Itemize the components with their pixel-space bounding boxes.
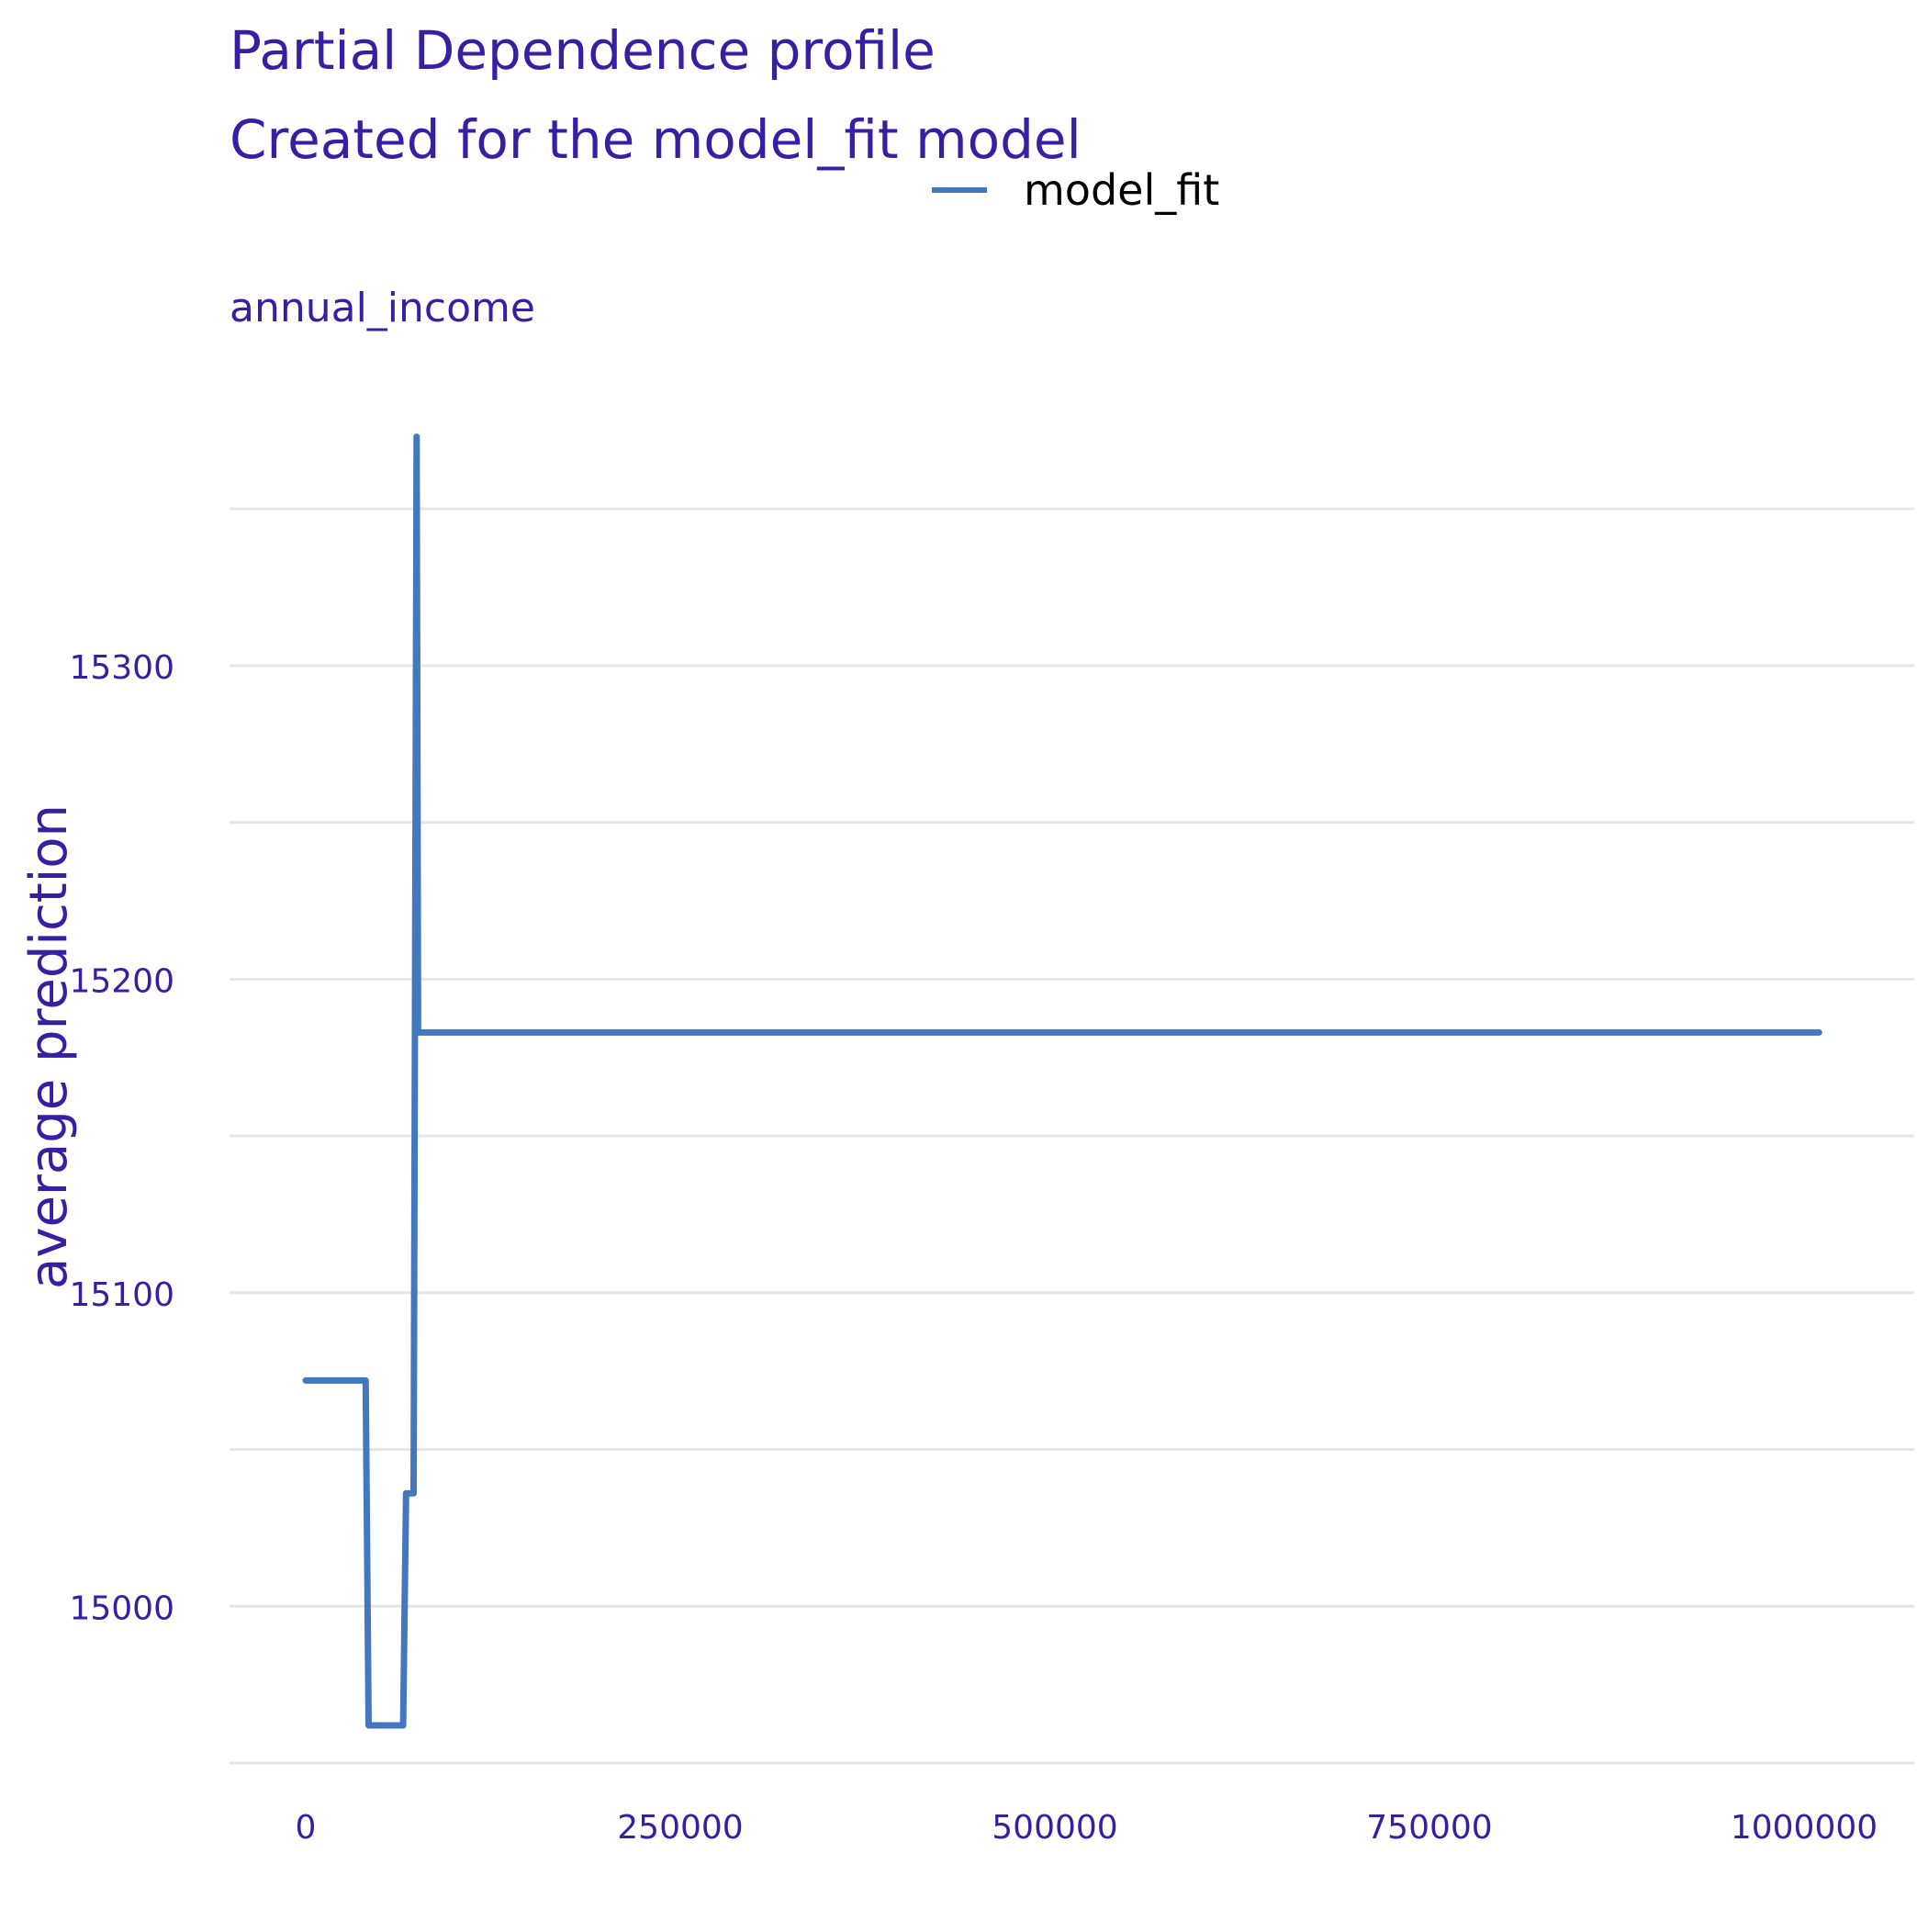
y-tick-label: 15100	[69, 1276, 174, 1314]
y-tick-labels: 15000 15100 15200 15300	[69, 649, 174, 1627]
panel-label: annual_income	[230, 285, 535, 331]
x-tick-label: 1000000	[1731, 1809, 1878, 1847]
chart-subtitle: Created for the model_fit model	[230, 108, 1082, 171]
grid-layer	[230, 507, 1914, 1765]
y-tick-label: 15200	[69, 962, 174, 1000]
x-tick-label: 250000	[617, 1809, 743, 1847]
y-tick-label: 15000	[69, 1589, 174, 1627]
x-tick-label: 0	[296, 1809, 317, 1847]
y-tick-label: 15300	[69, 649, 174, 687]
legend-label-model-fit: model_fit	[1024, 165, 1219, 215]
x-tick-label: 750000	[1366, 1809, 1492, 1847]
x-tick-labels: 0 250000 500000 750000 1000000	[296, 1809, 1878, 1847]
x-tick-label: 500000	[992, 1809, 1117, 1847]
series-line-model-fit	[302, 433, 1822, 1729]
legend: model_fit	[932, 165, 1219, 215]
y-axis-label: average prediction	[19, 804, 79, 1289]
series-layer	[302, 433, 1822, 1729]
chart-title: Partial Dependence profile	[230, 19, 936, 82]
